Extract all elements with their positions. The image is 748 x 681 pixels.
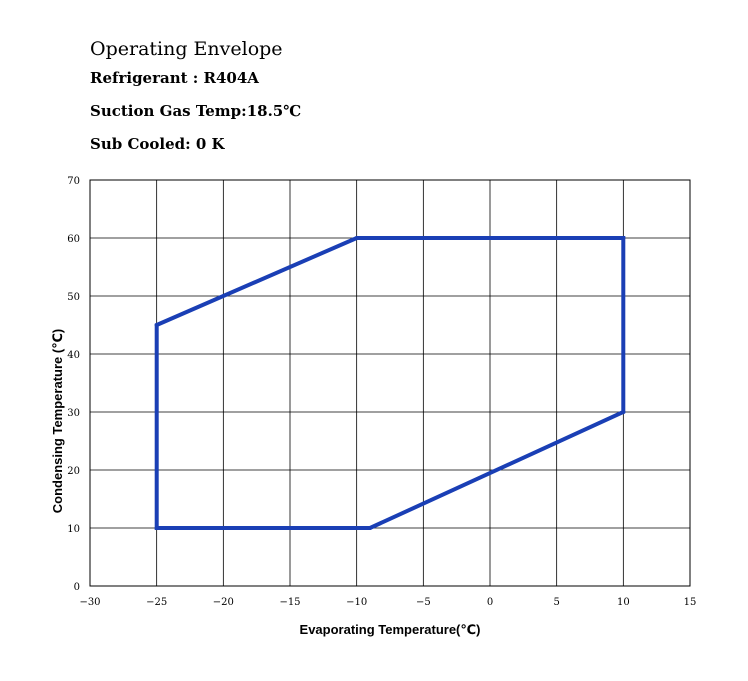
x-tick-label: 10 — [617, 597, 630, 608]
y-tick-label: 10 — [67, 524, 80, 535]
y-tick-labels: 0 10 20 30 40 50 60 70 — [67, 176, 80, 593]
x-tick-label: −30 — [79, 597, 100, 608]
chart-header: Operating Envelope Refrigerant : R404A S… — [90, 36, 301, 167]
y-tick-label: 0 — [74, 582, 80, 593]
y-tick-label: 20 — [67, 466, 80, 477]
x-axis-label: Evaporating Temperature(℃) — [300, 622, 481, 637]
x-tick-label: −25 — [146, 597, 167, 608]
envelope-point — [154, 323, 159, 327]
plot-frame — [89, 179, 691, 587]
y-tick-label: 30 — [67, 408, 80, 419]
x-tick-label: −5 — [416, 597, 431, 608]
x-tick-label: 0 — [487, 597, 493, 608]
envelope-line — [154, 236, 626, 530]
x-tick-labels: −30 −25 −20 −15 −10 −5 0 5 10 15 — [79, 597, 696, 608]
x-tick-label: −15 — [279, 597, 300, 608]
sub-cooled-label: Sub Cooled: 0 K — [90, 135, 225, 153]
envelope-point — [368, 526, 372, 530]
y-axis-label: Condensing Temperature (℃) — [50, 329, 65, 514]
envelope-point — [621, 236, 626, 240]
y-tick-label: 60 — [67, 234, 80, 245]
envelope-point — [621, 410, 626, 414]
x-tick-label: −20 — [213, 597, 234, 608]
y-tick-label: 70 — [67, 176, 80, 187]
grid-lines — [89, 179, 691, 587]
envelope-point — [154, 526, 159, 530]
chart-title: Operating Envelope — [90, 38, 283, 60]
refrigerant-label: Refrigerant : R404A — [90, 69, 259, 87]
y-tick-label: 50 — [67, 292, 80, 303]
x-tick-label: −10 — [346, 597, 367, 608]
y-tick-label: 40 — [67, 350, 80, 361]
x-tick-label: 5 — [553, 597, 559, 608]
envelope-point — [354, 236, 359, 240]
suction-gas-temp-label: Suction Gas Temp:18.5℃ — [90, 102, 302, 120]
x-tick-label: 15 — [684, 597, 697, 608]
envelope-series — [154, 236, 626, 530]
